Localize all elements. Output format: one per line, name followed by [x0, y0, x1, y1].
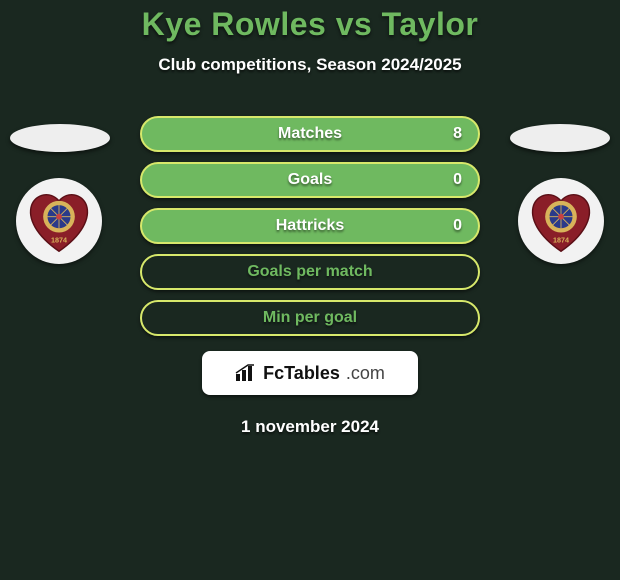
fctables-logo[interactable]: FcTables .com [202, 351, 418, 395]
stat-row: Matches 8 [0, 111, 620, 157]
stat-pill: Goals per match [140, 254, 480, 290]
stat-value: 0 [453, 217, 462, 235]
stat-row: Goals per match [0, 249, 620, 295]
stat-pill: Hattricks 0 [140, 208, 480, 244]
stat-row: Goals 0 [0, 157, 620, 203]
stat-value: 0 [453, 171, 462, 189]
snapshot-date: 1 november 2024 [241, 417, 379, 437]
stat-pill: Goals 0 [140, 162, 480, 198]
page-subtitle: Club competitions, Season 2024/2025 [158, 55, 461, 75]
bar-chart-icon [235, 364, 257, 382]
page-title: Kye Rowles vs Taylor [142, 6, 479, 43]
stat-row: Hattricks 0 [0, 203, 620, 249]
stat-value: 8 [453, 125, 462, 143]
stat-label: Min per goal [263, 309, 357, 327]
stats-list: Matches 8 Goals 0 Hattricks 0 Goals per match M… [0, 111, 620, 341]
stat-pill: Matches 8 [140, 116, 480, 152]
stat-label: Goals per match [247, 263, 372, 281]
stat-label: Goals [288, 171, 332, 189]
logo-brand: FcTables [263, 363, 340, 384]
stat-row: Min per goal [0, 295, 620, 341]
stat-pill: Min per goal [140, 300, 480, 336]
logo-suffix: .com [346, 363, 385, 384]
stat-label: Hattricks [276, 217, 344, 235]
stat-label: Matches [278, 125, 342, 143]
